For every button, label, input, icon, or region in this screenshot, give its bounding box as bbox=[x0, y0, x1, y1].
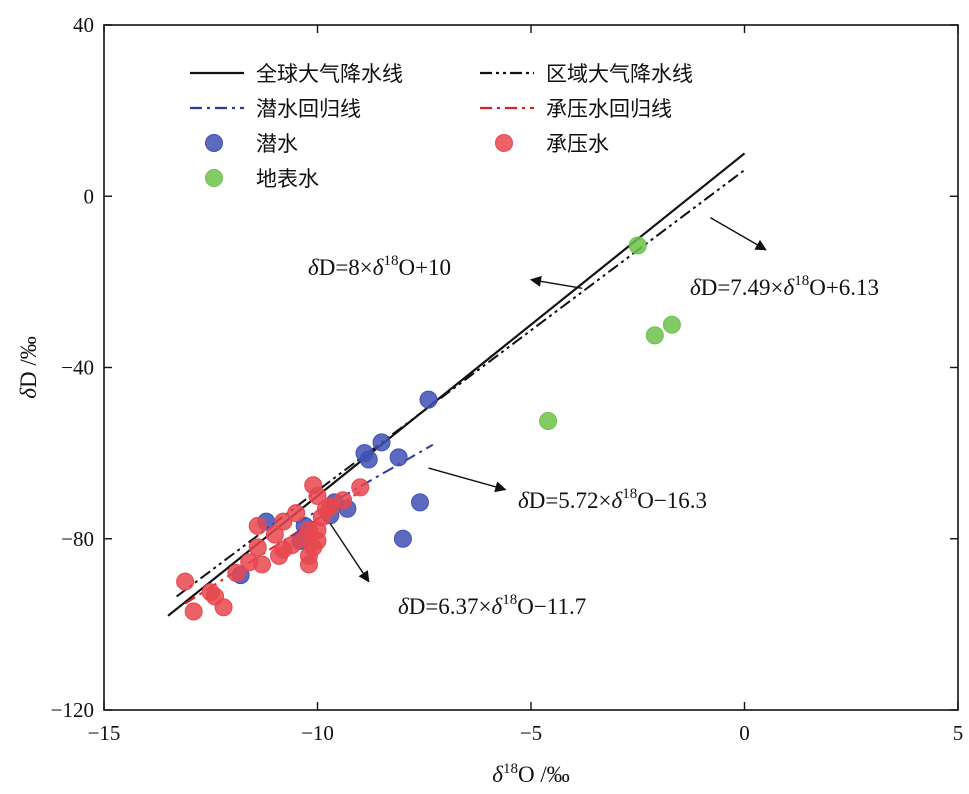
x-tick-label: −10 bbox=[301, 721, 334, 745]
axes: −15 −10 −5 0 5 −120 −80 −40 0 40 δ18O /‰ δD /‰ bbox=[16, 13, 963, 787]
y-tick-label: −40 bbox=[61, 356, 94, 380]
data-point bbox=[351, 478, 370, 497]
x-tick-label: 0 bbox=[739, 721, 750, 745]
equation-label: δD=5.72×δ18O−16.3 bbox=[518, 486, 707, 513]
annotation-arrow bbox=[709, 217, 767, 251]
legend-label: 地表水 bbox=[256, 167, 319, 191]
y-tick-label: 40 bbox=[73, 13, 94, 37]
series-line bbox=[175, 169, 746, 598]
data-point bbox=[299, 555, 318, 574]
data-point bbox=[628, 236, 647, 255]
series-line bbox=[167, 152, 746, 617]
equation-label: δD=6.37×δ18O−11.7 bbox=[398, 592, 586, 619]
data-point bbox=[274, 512, 293, 531]
legend-marker-swatch bbox=[205, 134, 223, 152]
y-tick-label: −80 bbox=[61, 527, 94, 551]
x-tick-label: −5 bbox=[520, 721, 542, 745]
legend-marker-swatch bbox=[205, 169, 223, 187]
annotation-arrow bbox=[529, 275, 583, 289]
data-point bbox=[308, 486, 327, 505]
data-point bbox=[645, 326, 664, 345]
y-tick-label: 0 bbox=[84, 184, 95, 208]
data-point bbox=[334, 491, 353, 510]
x-axis-title: δ18O /‰ bbox=[492, 761, 569, 787]
annotation-arrow bbox=[428, 467, 507, 493]
data-point bbox=[372, 433, 391, 452]
data-point bbox=[248, 538, 267, 557]
x-tick-label: −15 bbox=[88, 721, 121, 745]
annotations: δD=8×δ18O+10 δD=7.49×δ18O+6.13 δD=5.72×δ18… bbox=[308, 217, 879, 619]
equation-label: δD=7.49×δ18O+6.13 bbox=[690, 273, 879, 300]
equation-label: δD=8×δ18O+10 bbox=[308, 253, 451, 280]
legend-label: 区域大气降水线 bbox=[546, 62, 693, 86]
data-point bbox=[393, 529, 412, 548]
legend-marker-swatch bbox=[495, 134, 513, 152]
y-tick-label: −120 bbox=[51, 698, 94, 722]
data-point bbox=[184, 602, 203, 621]
legend-label: 承压水 bbox=[546, 132, 609, 156]
x-tick-label: 5 bbox=[953, 721, 964, 745]
legend-label: 潜水 bbox=[256, 132, 298, 156]
data-points bbox=[176, 236, 681, 621]
legend-label: 承压水回归线 bbox=[546, 97, 672, 121]
y-axis-title: δD /‰ bbox=[16, 336, 41, 398]
data-point bbox=[287, 504, 306, 523]
legend-label: 全球大气降水线 bbox=[256, 62, 403, 86]
data-point bbox=[227, 564, 246, 582]
legend-label: 潜水回归线 bbox=[256, 97, 361, 121]
data-point bbox=[176, 572, 195, 591]
data-point bbox=[265, 525, 284, 544]
data-point bbox=[419, 390, 438, 409]
data-point bbox=[539, 412, 558, 431]
data-point bbox=[248, 516, 267, 535]
data-point bbox=[410, 493, 429, 512]
data-point bbox=[359, 450, 378, 469]
data-point bbox=[389, 448, 408, 467]
data-point bbox=[662, 315, 681, 334]
data-point bbox=[214, 598, 233, 617]
data-point bbox=[252, 555, 271, 574]
annotation-arrow bbox=[329, 523, 370, 583]
